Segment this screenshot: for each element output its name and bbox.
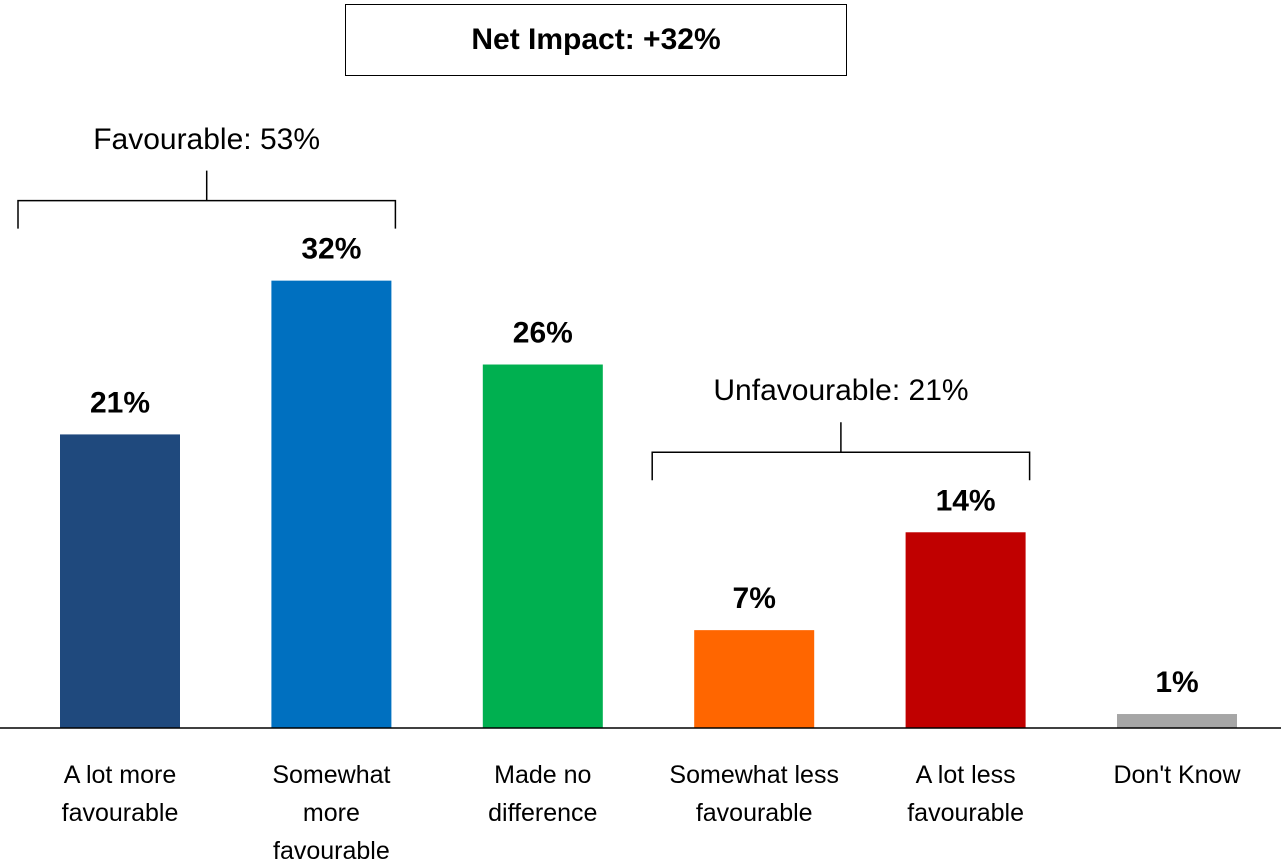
bar-4 bbox=[694, 630, 815, 728]
category-label-4: Somewhat less favourable bbox=[669, 761, 839, 827]
category-label-line: A lot less bbox=[916, 761, 1016, 789]
bar-6 bbox=[1117, 714, 1237, 728]
net-impact-box: Net Impact: +32% bbox=[345, 4, 847, 76]
net-impact-label: Net Impact: +32% bbox=[471, 23, 721, 56]
category-label-line: difference bbox=[488, 799, 597, 827]
category-label-line: Made no bbox=[494, 761, 591, 789]
category-label-6: Don't Know bbox=[1113, 761, 1241, 789]
bar-1 bbox=[60, 434, 180, 728]
category-label-line: more bbox=[303, 799, 360, 827]
group-bracket-2 bbox=[651, 422, 1031, 481]
data-label-2: 32% bbox=[301, 233, 361, 266]
unfavourable-group-label: Unfavourable: 21% bbox=[713, 374, 969, 408]
bar-2 bbox=[271, 280, 392, 728]
category-label-2: Somewhat more favourable bbox=[272, 761, 390, 865]
data-label-6: 1% bbox=[1155, 666, 1198, 699]
data-label-1: 21% bbox=[90, 386, 150, 419]
category-label-line: Don't Know bbox=[1113, 761, 1241, 789]
category-label-line: favourable bbox=[62, 799, 179, 827]
category-label-line: favourable bbox=[907, 799, 1024, 827]
data-label-3: 26% bbox=[513, 317, 573, 350]
group-bracket-1 bbox=[17, 170, 397, 229]
bar-3 bbox=[482, 364, 603, 728]
category-label-line: A lot more bbox=[64, 761, 177, 789]
category-label-5: A lot less favourable bbox=[907, 761, 1024, 827]
category-label-1: A lot more favourable bbox=[62, 761, 179, 827]
category-label-line: Somewhat bbox=[272, 761, 390, 789]
favourable-group-label: Favourable: 53% bbox=[93, 122, 320, 156]
data-label-4: 7% bbox=[733, 582, 776, 615]
data-label-5: 14% bbox=[936, 484, 996, 517]
bar-5 bbox=[905, 532, 1026, 728]
category-label-3: Made no difference bbox=[488, 761, 597, 827]
category-label-line: favourable bbox=[696, 799, 813, 827]
category-label-line: favourable bbox=[273, 837, 390, 865]
category-label-line: Somewhat less bbox=[669, 761, 839, 789]
